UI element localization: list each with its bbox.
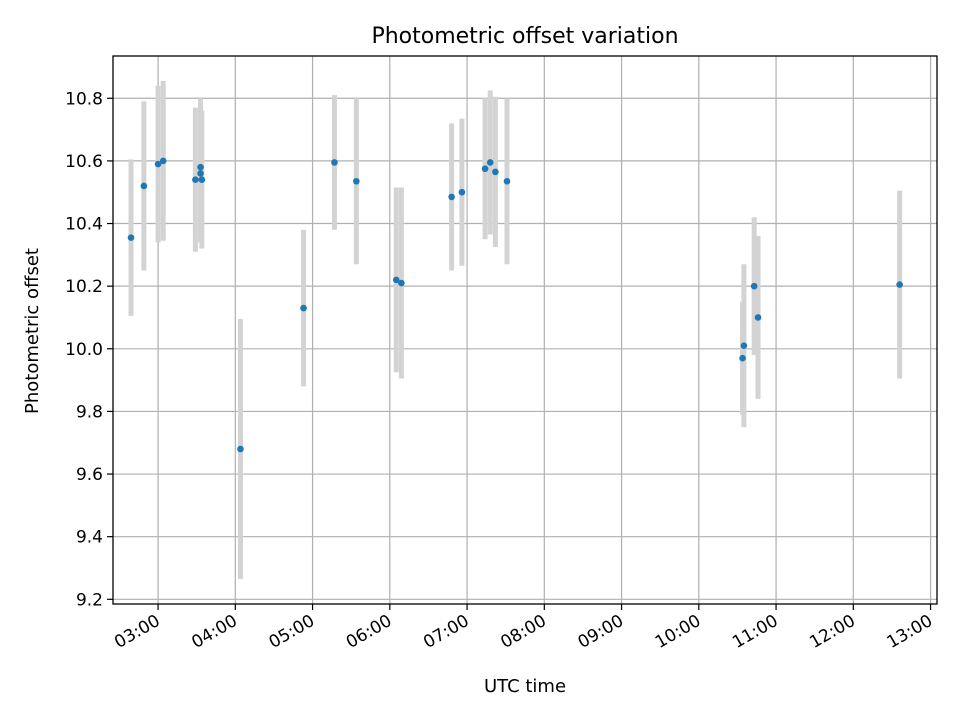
data-point [197, 163, 204, 171]
data-point [739, 354, 746, 362]
data-point [353, 177, 360, 185]
y-tick-label: 9.8 [76, 402, 103, 422]
data-point [750, 282, 758, 290]
y-tick-label: 10.8 [65, 89, 103, 109]
data-point [492, 168, 499, 176]
data-point [154, 160, 162, 168]
data-point [448, 193, 455, 201]
data-point [140, 182, 148, 190]
data-point [398, 279, 405, 287]
chart-title: Photometric offset variation [371, 24, 678, 49]
data-point [740, 342, 748, 349]
data-point [896, 281, 903, 288]
data-point [331, 159, 338, 166]
data-point [127, 234, 135, 241]
point-layer [127, 157, 903, 453]
y-tick-label: 9.4 [76, 528, 103, 548]
data-point [192, 176, 199, 183]
y-tick-label: 10.0 [65, 340, 103, 360]
data-point [458, 188, 466, 196]
data-point [486, 159, 494, 166]
data-point [503, 177, 511, 185]
data-point [481, 165, 489, 173]
y-axis-label: Photometric offset [22, 248, 43, 414]
data-point [392, 276, 400, 284]
data-point [197, 170, 204, 177]
y-tick-label: 10.4 [65, 215, 103, 235]
y-tick-label: 10.6 [65, 152, 103, 172]
x-axis-label: UTC time [484, 676, 566, 697]
grid-layer [113, 56, 937, 604]
y-tick-label: 10.2 [65, 277, 103, 297]
data-point [237, 445, 244, 453]
y-tick-label: 9.6 [76, 465, 103, 485]
data-point [300, 304, 307, 312]
y-tick-label: 9.2 [76, 590, 103, 610]
data-point [198, 176, 206, 183]
plot-frame [112, 55, 938, 605]
data-point [754, 314, 762, 321]
data-point [159, 157, 167, 165]
